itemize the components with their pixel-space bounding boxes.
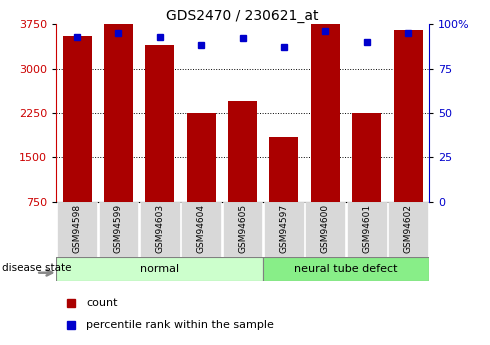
Text: GSM94598: GSM94598 [73,204,81,253]
Text: normal: normal [140,264,179,274]
Title: GDS2470 / 230621_at: GDS2470 / 230621_at [166,9,319,23]
Bar [104,24,133,202]
Bar [187,113,216,202]
Bar [63,36,92,202]
Text: GSM94597: GSM94597 [279,204,289,253]
Text: disease state: disease state [2,264,72,273]
Bar [57,202,97,257]
Text: GSM94600: GSM94600 [321,204,330,253]
Text: GSM94599: GSM94599 [114,204,123,253]
Bar [222,202,263,257]
Bar [264,202,304,257]
Text: count: count [86,298,118,308]
Text: neural tube defect: neural tube defect [294,264,398,274]
Text: GSM94601: GSM94601 [362,204,371,253]
Bar [140,202,180,257]
Bar [98,202,138,257]
Bar [181,202,221,257]
Bar [352,113,381,202]
Bar [388,202,428,257]
Text: GSM94604: GSM94604 [196,204,206,253]
Bar [146,45,174,202]
Bar [56,257,263,281]
Text: percentile rank within the sample: percentile rank within the sample [86,319,274,329]
Bar [263,257,429,281]
Text: GSM94605: GSM94605 [238,204,247,253]
Bar [305,202,345,257]
Text: GSM94602: GSM94602 [404,204,413,253]
Bar [393,30,422,202]
Bar [270,137,298,202]
Bar [228,101,257,202]
Bar [311,12,340,202]
Bar [347,202,387,257]
Text: GSM94603: GSM94603 [155,204,164,253]
